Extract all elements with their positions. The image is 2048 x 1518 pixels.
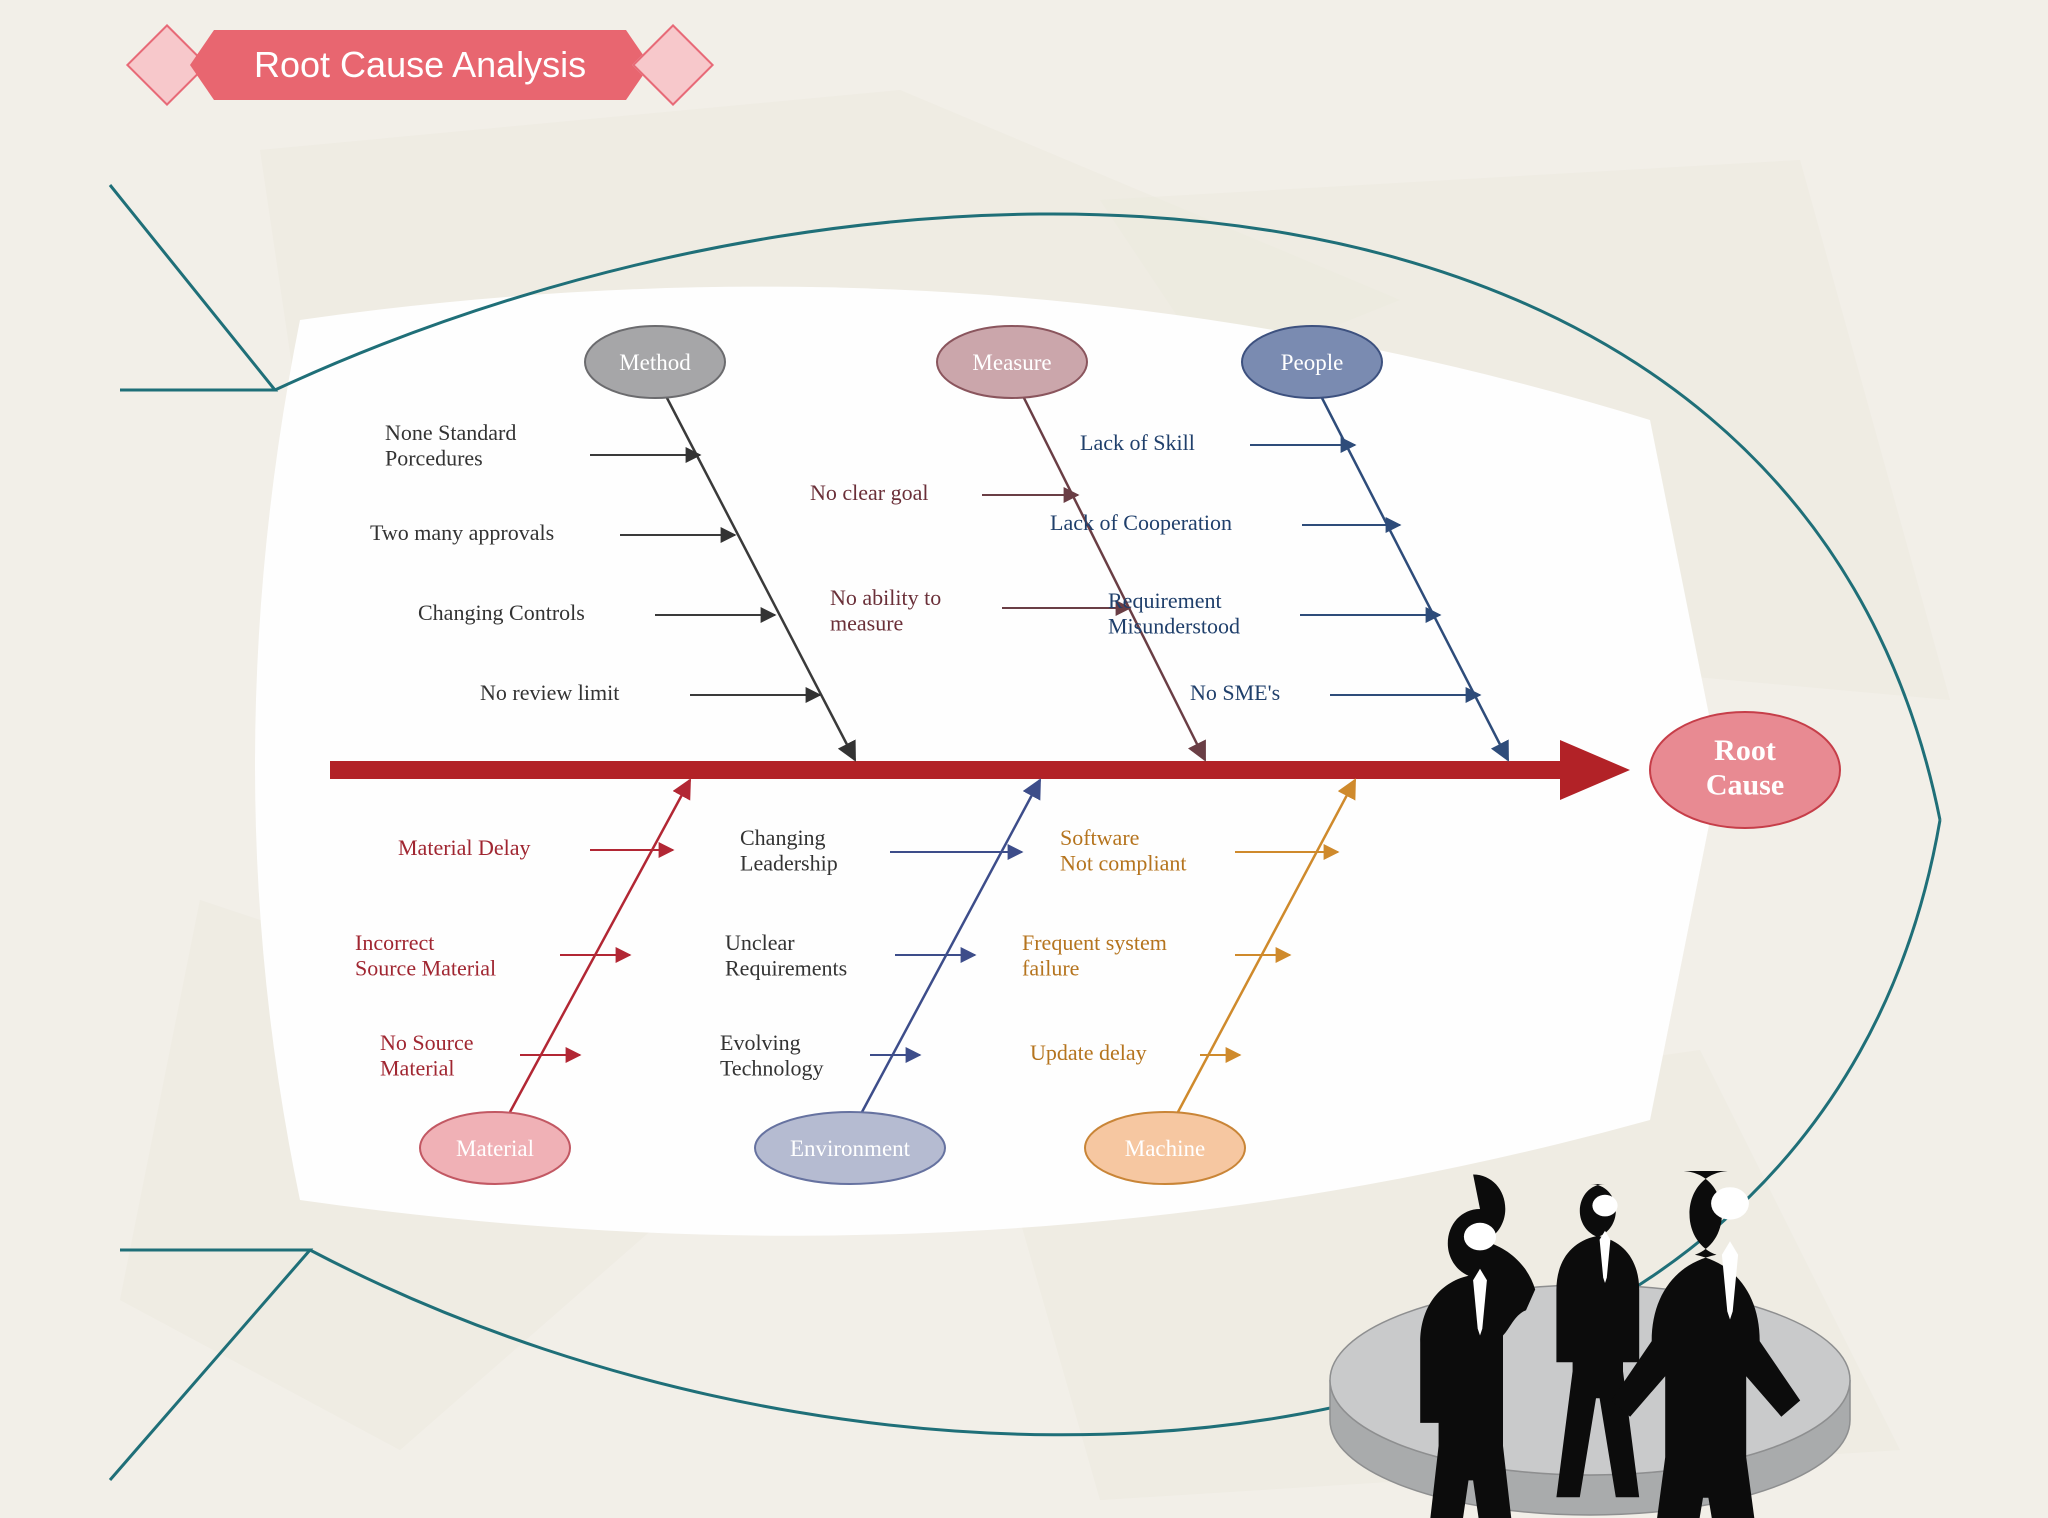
cause-label: Update delay xyxy=(1030,1040,1147,1065)
svg-text:Material: Material xyxy=(456,1136,534,1161)
cause-label: Lack of Cooperation xyxy=(1050,510,1232,535)
svg-text:Measure: Measure xyxy=(972,350,1051,375)
svg-text:RootCause: RootCause xyxy=(1706,734,1784,802)
svg-text:People: People xyxy=(1281,350,1344,375)
cause-label: No review limit xyxy=(480,680,619,705)
cause-label: RequirementMisunderstood xyxy=(1108,588,1240,638)
cause-label: Lack of Skill xyxy=(1080,430,1195,455)
cause-label: No SME's xyxy=(1190,680,1280,705)
cause-label: No clear goal xyxy=(810,480,929,505)
cause-label: Material Delay xyxy=(398,835,531,860)
title-banner: Root Cause Analysis xyxy=(120,30,720,100)
svg-text:Method: Method xyxy=(619,350,691,375)
page-title: Root Cause Analysis xyxy=(214,30,626,100)
fishbone-diagram: RootCauseMethodNone StandardPorceduresTw… xyxy=(0,0,2048,1518)
svg-text:Environment: Environment xyxy=(790,1136,911,1161)
cause-label: Changing Controls xyxy=(418,600,585,625)
cause-label: Two many approvals xyxy=(370,520,554,545)
cause-label: ChangingLeadership xyxy=(740,825,838,875)
fish-tail-top xyxy=(110,185,275,390)
svg-text:Machine: Machine xyxy=(1125,1136,1205,1161)
